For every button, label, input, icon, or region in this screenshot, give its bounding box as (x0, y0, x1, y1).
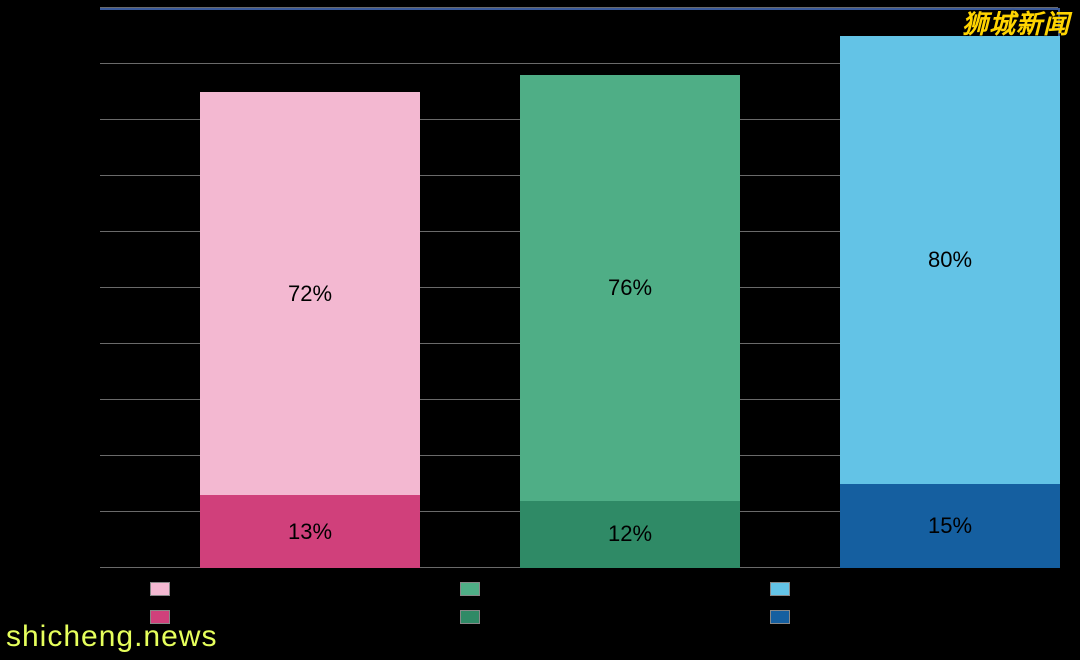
bar-segment: 80% (840, 36, 1060, 484)
bar-segment-label: 80% (840, 247, 1060, 273)
bar-segment-label: 72% (200, 281, 420, 307)
legend-item (460, 610, 488, 624)
bar-segment-label: 76% (520, 275, 740, 301)
watermark-top-right: 狮城新闻 (962, 4, 1070, 41)
legend-swatch (770, 582, 790, 596)
legend (100, 582, 1060, 652)
legend-swatch (770, 610, 790, 624)
bar-segment-label: 13% (200, 519, 420, 545)
bar-segment: 15% (840, 484, 1060, 568)
legend-item (770, 610, 798, 624)
legend-swatch (460, 610, 480, 624)
bar-segment: 76% (520, 75, 740, 501)
bar-segment: 72% (200, 92, 420, 495)
legend-item (150, 582, 178, 596)
chart-plot-area: 13% 72% 12% 76% 15% 80% (100, 8, 1060, 568)
legend-swatch (150, 582, 170, 596)
bar-segment: 12% (520, 501, 740, 568)
legend-item (770, 582, 798, 596)
bar-container: 13% 72% 12% 76% 15% 80% (100, 10, 1058, 568)
bar-segment-label: 12% (520, 521, 740, 547)
legend-swatch (460, 582, 480, 596)
bar-group: 15% 80% (840, 36, 1060, 568)
bar-group: 13% 72% (200, 92, 420, 568)
bar-segment-label: 15% (840, 513, 1060, 539)
gridline (100, 7, 1058, 8)
bar-segment: 13% (200, 495, 420, 568)
legend-item (460, 582, 488, 596)
bar-group: 12% 76% (520, 75, 740, 568)
watermark-bottom-left: shicheng.news (6, 620, 217, 654)
